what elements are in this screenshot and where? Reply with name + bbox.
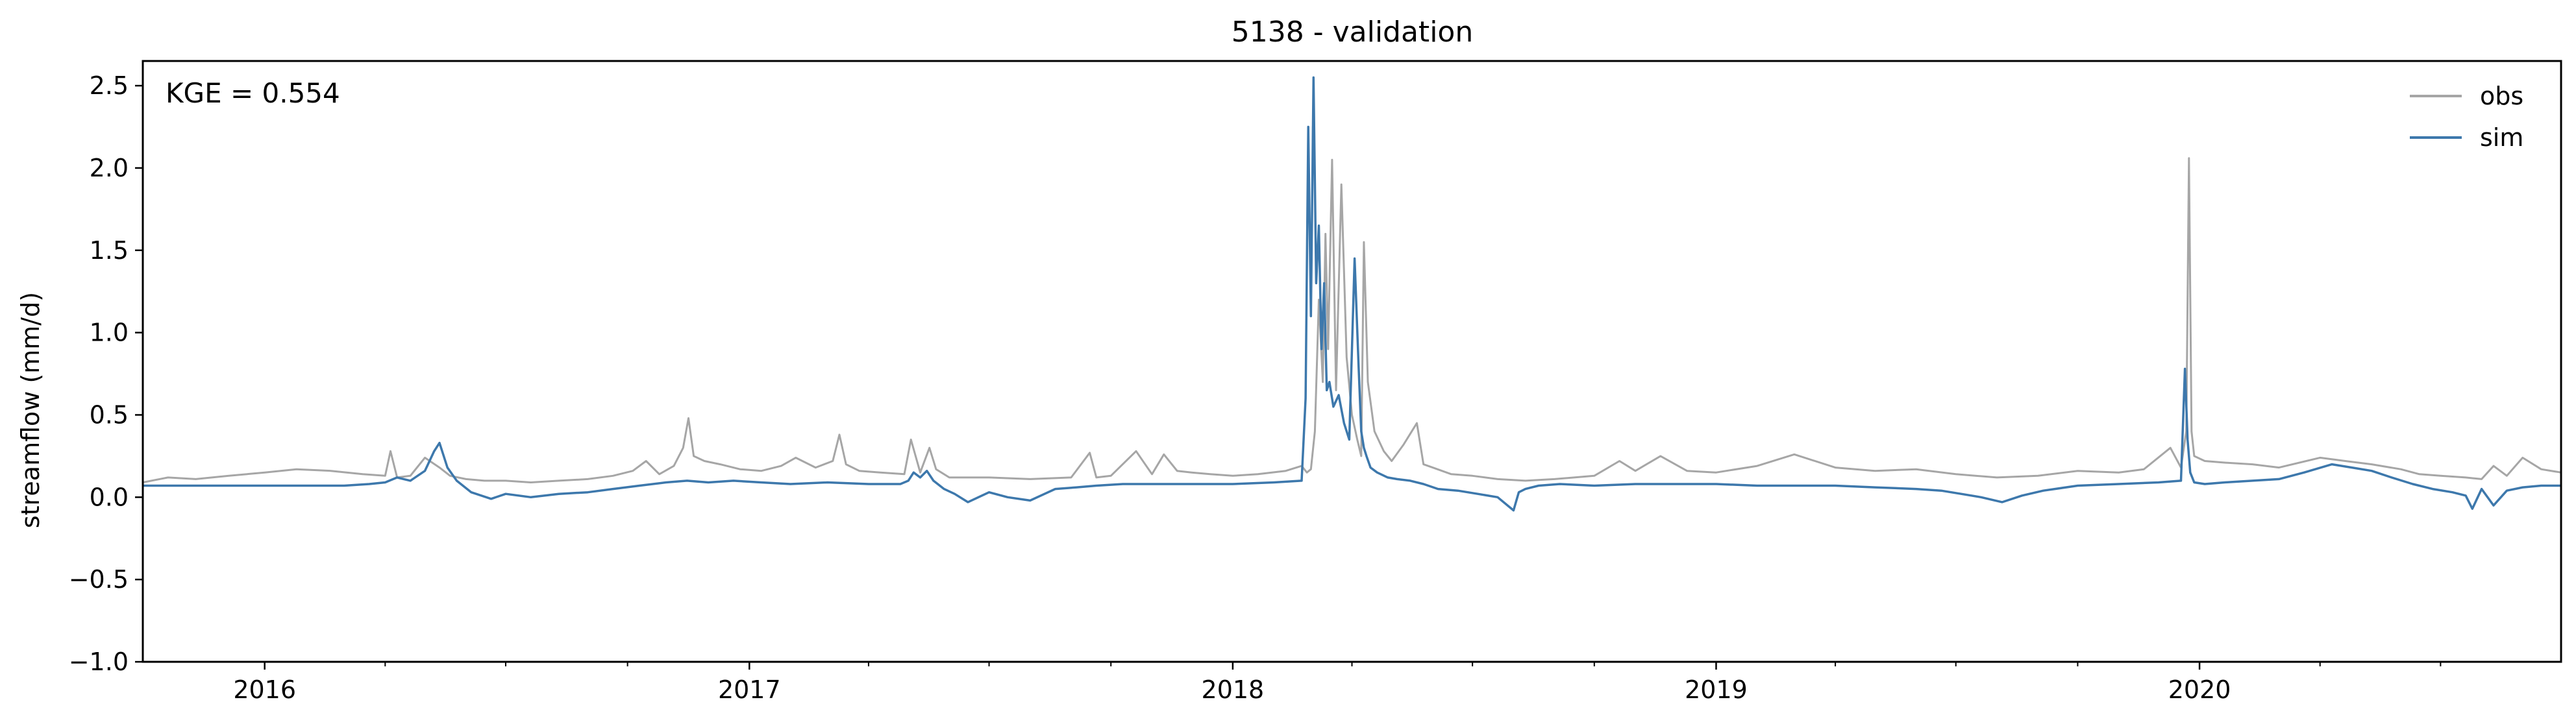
y-tick-label: 1.5 <box>90 236 129 265</box>
series-line-obs <box>142 157 2562 483</box>
y-axis: −1.0 −0.5 0.0 0.5 1.0 1.5 2.0 2.5 <box>69 71 143 676</box>
x-tick-label: 2017 <box>718 675 781 704</box>
series-line-sim <box>143 76 2561 512</box>
x-tick-label: 2018 <box>1202 675 1265 704</box>
y-tick-label: 2.5 <box>90 71 129 100</box>
legend-label-obs: obs <box>2480 82 2523 110</box>
plot-area: −1.0−0.50.00.51.01.52.02.5 2016 2017 2018 2… <box>69 60 2562 704</box>
x-axis: 2016 2017 2018 2019 2020 <box>233 662 2442 704</box>
legend: obs sim <box>2410 82 2523 152</box>
y-axis-label: streamflow (mm/d) <box>16 292 45 528</box>
x-tick-label: 2019 <box>1685 675 1748 704</box>
y-tick-label: 2.0 <box>90 154 129 182</box>
y-tick-label: −0.5 <box>69 565 129 594</box>
y-tick-label: 0.0 <box>90 483 129 511</box>
y-tick-label: 1.0 <box>90 319 129 347</box>
series-layer <box>142 76 2562 512</box>
x-tick-label: 2016 <box>233 675 296 704</box>
kge-annotation: KGE = 0.554 <box>166 77 340 109</box>
legend-label-sim: sim <box>2480 123 2523 152</box>
y-tick-label: −1.0 <box>69 648 129 676</box>
chart-title: 5138 - validation <box>1232 16 1473 49</box>
x-tick-label: 2020 <box>2168 675 2231 704</box>
y-tick-label: 0.5 <box>90 400 129 429</box>
